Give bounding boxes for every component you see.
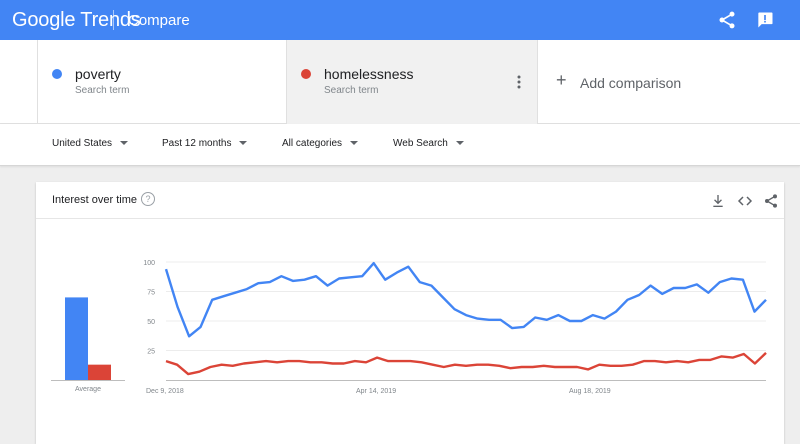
dropdown-arrow-icon: [455, 141, 464, 146]
x-tick-label: Aug 18, 2019: [569, 388, 611, 395]
series-color-dot: [301, 69, 311, 79]
series-line-homelessness: [165, 352, 767, 376]
search-term-homelessness[interactable]: homelessness Search term: [287, 40, 538, 124]
share-chart-icon[interactable]: [763, 193, 779, 209]
term-name: poverty: [75, 66, 121, 82]
search-type-value: Web Search: [393, 138, 448, 149]
dropdown-arrow-icon: [120, 141, 129, 146]
region-value: United States: [52, 138, 113, 149]
y-tick-label: 50: [147, 319, 155, 326]
add-comparison-button[interactable]: + Add comparison: [538, 40, 800, 124]
filters-bar: United States Past 12 months All categor…: [0, 124, 800, 166]
dropdown-arrow-icon: [239, 141, 248, 146]
more-options-icon[interactable]: [517, 75, 521, 89]
search-type-dropdown[interactable]: Web Search: [393, 138, 464, 149]
y-axis-tick-labels: 100 75 50 25: [143, 260, 155, 356]
average-bar-poverty: [65, 297, 88, 380]
card-title: Interest over time: [52, 194, 137, 206]
chart-gridlines: [166, 261, 766, 351]
google-trends-logo[interactable]: Google Trends: [12, 9, 141, 32]
dropdown-arrow-icon: [350, 141, 359, 146]
card-divider: [36, 218, 784, 219]
plus-icon: +: [556, 70, 567, 90]
average-bars: Average: [51, 297, 125, 393]
x-tick-label: Apr 14, 2019: [356, 388, 396, 395]
term-type: Search term: [324, 85, 379, 96]
x-axis: Dec 9, 2018 Apr 14, 2019 Aug 18, 2019: [146, 380, 766, 395]
help-icon[interactable]: ?: [141, 192, 155, 206]
region-dropdown[interactable]: United States: [52, 138, 129, 149]
chart-series-lines: [164, 262, 767, 376]
term-type: Search term: [75, 85, 130, 96]
embed-code-icon[interactable]: [737, 193, 753, 209]
category-value: All categories: [282, 138, 343, 149]
logo-trends-text: Trends: [80, 9, 141, 31]
series-line-poverty: [164, 262, 767, 338]
feedback-icon[interactable]: [755, 10, 775, 30]
header-divider: [113, 10, 114, 30]
category-dropdown[interactable]: All categories: [282, 138, 359, 149]
time-range-value: Past 12 months: [162, 138, 232, 149]
logo-google-text: Google: [12, 9, 76, 31]
x-tick-label: Dec 9, 2018: [146, 388, 184, 395]
y-tick-label: 100: [143, 260, 155, 267]
interest-over-time-card: Interest over time ? Average 100 75 50 25 D…: [36, 182, 784, 444]
search-terms-bar: poverty Search term homelessness Search …: [0, 40, 800, 124]
time-range-dropdown[interactable]: Past 12 months: [162, 138, 248, 149]
y-tick-label: 25: [147, 349, 155, 356]
share-icon[interactable]: [717, 10, 737, 30]
interest-over-time-chart: Average 100 75 50 25 Dec 9, 2018 Apr 14, 201…: [51, 260, 767, 395]
y-tick-label: 75: [147, 290, 155, 297]
series-color-dot: [52, 69, 62, 79]
term-name: homelessness: [324, 66, 414, 82]
search-term-poverty[interactable]: poverty Search term: [37, 40, 287, 124]
add-comparison-label: Add comparison: [580, 75, 682, 91]
average-bar-homelessness: [88, 364, 111, 380]
top-bar: Google Trends Compare: [0, 0, 800, 40]
page-title: Compare: [128, 12, 190, 29]
average-label: Average: [75, 386, 101, 393]
download-csv-icon[interactable]: [710, 193, 726, 209]
